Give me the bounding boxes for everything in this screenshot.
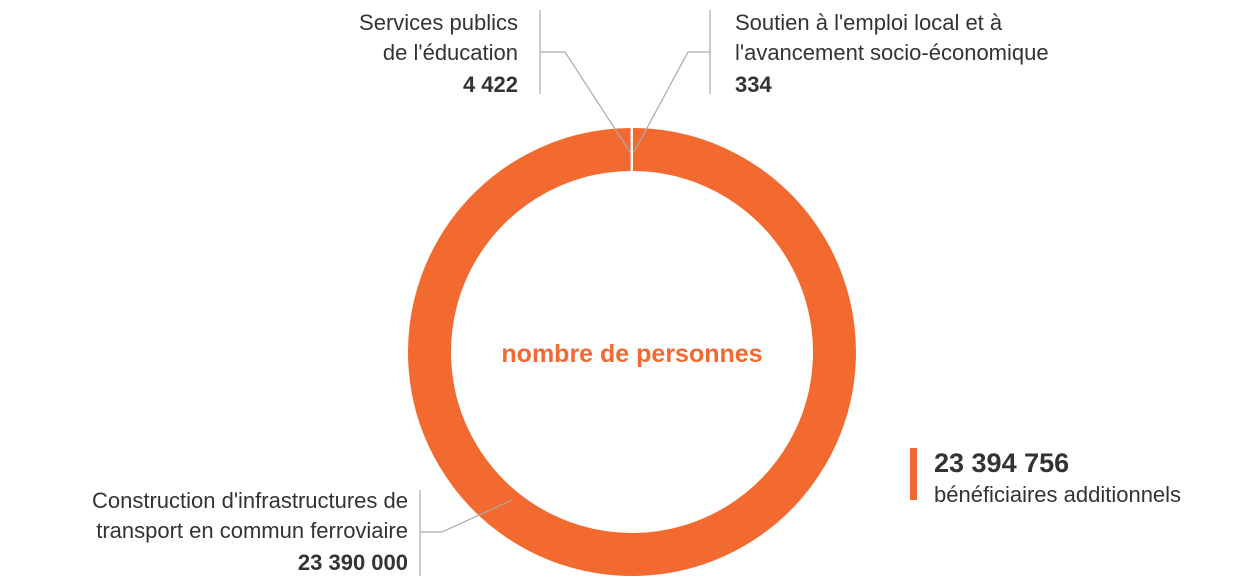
center-label: nombre de personnes <box>501 340 762 368</box>
slice-label: Soutien à l'emploi local et à <box>735 10 1003 35</box>
value-label: 4 422 <box>463 72 518 97</box>
total-bar <box>910 448 917 500</box>
slice-label: de l'éducation <box>383 40 518 65</box>
leader-line <box>420 499 513 533</box>
slice-label: Services publics <box>359 10 518 35</box>
leader-line <box>540 51 631 153</box>
total-caption: bénéficiaires additionnels <box>934 482 1181 507</box>
value-label: 334 <box>735 72 772 97</box>
donut <box>405 125 858 578</box>
total-value: 23 394 756 <box>934 448 1069 478</box>
leader-line <box>633 51 710 153</box>
value-label: 23 390 000 <box>298 550 408 575</box>
slice <box>405 125 858 578</box>
slice-label: transport en commun ferroviaire <box>96 518 408 543</box>
slice-label: l'avancement socio-économique <box>735 40 1049 65</box>
slice-label: Construction d'infrastructures de <box>92 488 408 513</box>
